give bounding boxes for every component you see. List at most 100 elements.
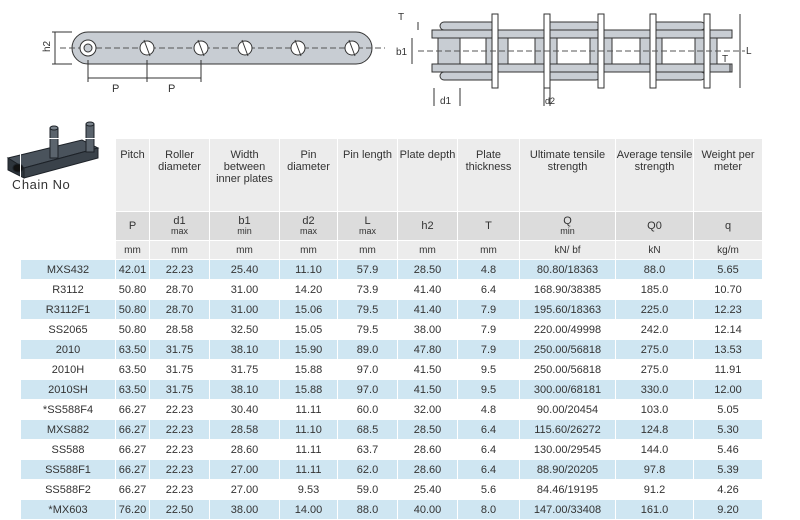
table-cell-pin_d: 15.88	[279, 359, 338, 380]
table-cell-pin_d: 11.10	[279, 259, 338, 280]
symbol-text: T	[485, 220, 492, 232]
table-cell-weight: 12.00	[693, 379, 763, 400]
column-unit-pitch: mm	[115, 240, 150, 260]
chain-number-cell: 2010	[20, 339, 116, 360]
table-cell-weight: 9.20	[693, 499, 763, 520]
column-header-pin_d: Pin diameter	[279, 138, 338, 212]
table-cell-avg: 275.0	[615, 339, 694, 360]
table-cell-plate_t: 6.4	[457, 459, 520, 480]
chain-number-cell: MXS432	[20, 259, 116, 280]
table-cell-weight: 5.39	[693, 459, 763, 480]
dim-label-p2: P	[168, 83, 175, 95]
column-unit-plate_t: mm	[457, 240, 520, 260]
column-unit-weight: kg/m	[693, 240, 763, 260]
table-cell-pin_d: 11.11	[279, 439, 338, 460]
table-cell-pin_l: 79.5	[337, 299, 398, 320]
table-row: 2010 63.50 31.75 38.10 15.90 89.0 47.80 7.9 250.…	[20, 339, 763, 360]
table-cell-plate_t: 6.4	[457, 279, 520, 300]
table-cell-plate_d: 28.50	[397, 259, 458, 280]
table-cell-pin_l: 73.9	[337, 279, 398, 300]
table-cell-plate_t: 7.9	[457, 299, 520, 320]
symbol-text: d2	[302, 215, 315, 227]
table-row: SS588F1 66.27 22.23 27.00 11.11 62.0 28.60 6.4 8…	[20, 459, 763, 480]
chain-number-cell: SS588F1	[20, 459, 116, 480]
table-cell-avg: 124.8	[615, 419, 694, 440]
symbol-qualifier: max	[358, 226, 376, 236]
dim-label-t-right: T	[722, 54, 728, 65]
table-cell-pin_d: 9.53	[279, 479, 338, 500]
corner-cell	[20, 240, 116, 260]
table-cell-avg: 103.0	[615, 399, 694, 420]
table-cell-pitch: 63.50	[115, 359, 150, 380]
table-cell-width: 31.00	[209, 279, 280, 300]
table-cell-pitch: 63.50	[115, 339, 150, 360]
corner-cell	[20, 138, 116, 212]
table-cell-ult: 80.80/18363	[519, 259, 616, 280]
table-cell-roller: 22.23	[149, 459, 210, 480]
chain-number-cell: *MX603	[20, 499, 116, 520]
dim-label-d1: d1	[440, 96, 452, 107]
dim-label-l: L	[746, 46, 752, 57]
table-cell-plate_d: 41.40	[397, 279, 458, 300]
table-row: R3112F1 50.80 28.70 31.00 15.06 79.5 41.40 7.9 1…	[20, 299, 763, 320]
column-header-roller: Roller diameter	[149, 138, 210, 212]
symbol-text: b1	[238, 215, 251, 227]
chain-number-cell: 2010H	[20, 359, 116, 380]
column-unit-avg: kN	[615, 240, 694, 260]
column-unit-width: mm	[209, 240, 280, 260]
table-cell-roller: 28.70	[149, 299, 210, 320]
symbol-text: Q	[563, 215, 572, 227]
table-cell-avg: 91.2	[615, 479, 694, 500]
symbol-text: Q0	[647, 220, 662, 232]
table-cell-pin_l: 89.0	[337, 339, 398, 360]
table-cell-width: 27.00	[209, 479, 280, 500]
table-cell-plate_t: 4.8	[457, 399, 520, 420]
table-cell-avg: 225.0	[615, 299, 694, 320]
column-symbol-pin_d: d2 max	[279, 211, 338, 241]
table-cell-pin_l: 57.9	[337, 259, 398, 280]
symbol-qualifier: min	[237, 226, 252, 236]
column-symbol-width: b1 min	[209, 211, 280, 241]
table-cell-weight: 5.65	[693, 259, 763, 280]
table-cell-plate_d: 41.50	[397, 359, 458, 380]
table-cell-pitch: 66.27	[115, 419, 150, 440]
column-header-pin_l: Pin length	[337, 138, 398, 212]
column-unit-pin_d: mm	[279, 240, 338, 260]
chain-spec-table: Pitch Roller diameter Width between inner …	[20, 138, 763, 520]
table-cell-pitch: 76.20	[115, 499, 150, 520]
table-cell-ult: 168.90/38385	[519, 279, 616, 300]
table-cell-plate_d: 41.50	[397, 379, 458, 400]
table-cell-ult: 300.00/68181	[519, 379, 616, 400]
dim-label-p1: P	[112, 83, 119, 95]
table-cell-plate_d: 32.00	[397, 399, 458, 420]
table-cell-pin_l: 79.5	[337, 319, 398, 340]
table-cell-pin_d: 14.20	[279, 279, 338, 300]
column-symbol-plate_t: T	[457, 211, 520, 241]
table-cell-plate_d: 40.00	[397, 499, 458, 520]
table-cell-pitch: 42.01	[115, 259, 150, 280]
symbol-qualifier: min	[560, 226, 575, 236]
table-cell-avg: 275.0	[615, 359, 694, 380]
column-symbol-roller: d1 max	[149, 211, 210, 241]
table-cell-plate_t: 6.4	[457, 439, 520, 460]
table-row: SS588 66.27 22.23 28.60 11.11 63.7 28.60 6.4 130…	[20, 439, 763, 460]
table-cell-plate_d: 28.60	[397, 459, 458, 480]
table-cell-ult: 147.00/33408	[519, 499, 616, 520]
table-row: SS588F2 66.27 22.23 27.00 9.53 59.0 25.40 5.6 84…	[20, 479, 763, 500]
table-cell-weight: 10.70	[693, 279, 763, 300]
table-cell-avg: 144.0	[615, 439, 694, 460]
table-cell-pitch: 63.50	[115, 379, 150, 400]
table-cell-width: 25.40	[209, 259, 280, 280]
chain-number-cell: 2010SH	[20, 379, 116, 400]
chain-number-cell: *SS588F4	[20, 399, 116, 420]
top-view-drawing	[411, 13, 745, 106]
table-cell-roller: 22.23	[149, 259, 210, 280]
column-header-plate_t: Plate thickness	[457, 138, 520, 212]
table-cell-roller: 22.23	[149, 399, 210, 420]
table-cell-weight: 5.46	[693, 439, 763, 460]
table-cell-plate_t: 8.0	[457, 499, 520, 520]
column-symbol-weight: q	[693, 211, 763, 241]
table-cell-roller: 28.58	[149, 319, 210, 340]
table-cell-avg: 185.0	[615, 279, 694, 300]
